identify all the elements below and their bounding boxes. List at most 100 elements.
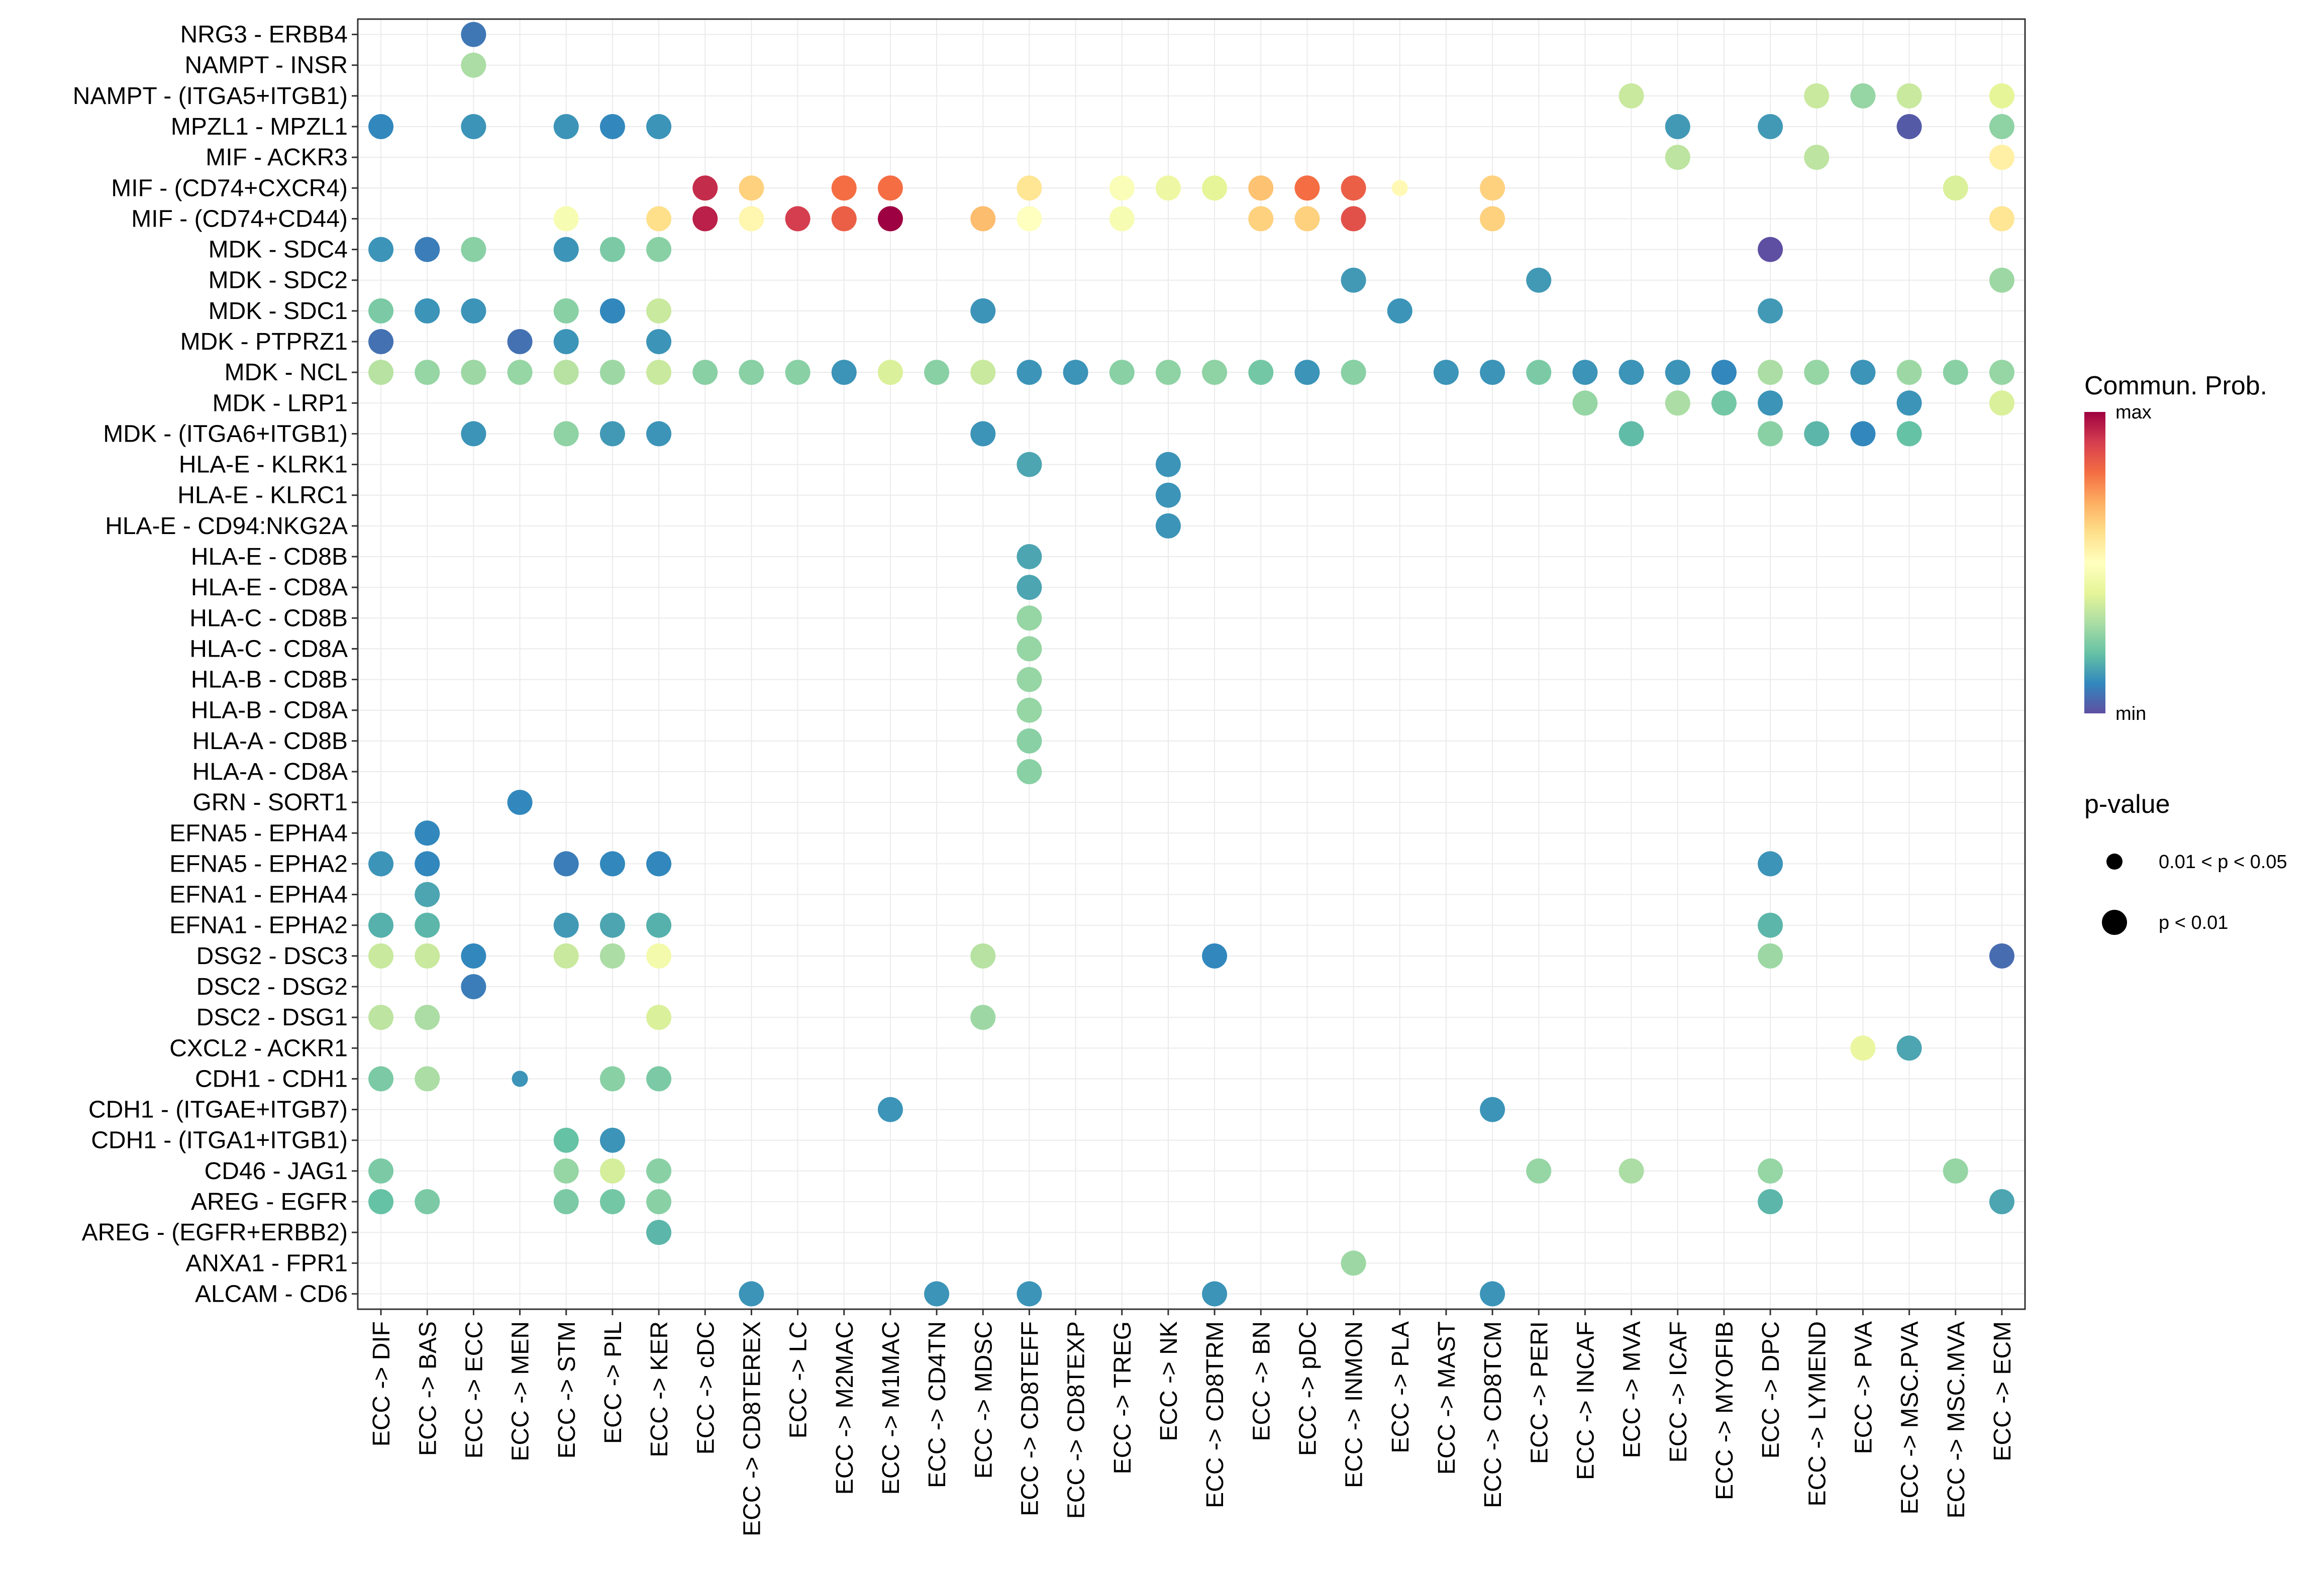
data-point bbox=[970, 1005, 996, 1030]
data-point bbox=[1896, 360, 1922, 385]
data-point bbox=[599, 851, 625, 877]
data-point bbox=[1109, 175, 1135, 201]
y-tick-label: CDH1 - CDH1 bbox=[195, 1066, 348, 1092]
legend: Commun. Prob. max min p-value 0.01 < p <… bbox=[2084, 371, 2287, 935]
data-point bbox=[1619, 421, 1644, 447]
y-tick-label: MDK - SDC4 bbox=[209, 237, 348, 263]
data-point bbox=[1387, 298, 1412, 324]
data-point bbox=[1804, 83, 1830, 109]
data-point bbox=[1017, 636, 1042, 662]
x-tick-label: ECC -> BAS bbox=[415, 1321, 441, 1456]
data-point bbox=[368, 912, 394, 938]
x-tick-label: ECC -> TREG bbox=[1109, 1321, 1136, 1474]
data-point bbox=[1619, 1158, 1644, 1184]
data-point bbox=[1989, 114, 2014, 139]
data-point bbox=[1341, 1250, 1366, 1276]
data-point bbox=[1989, 1189, 2014, 1214]
data-points bbox=[368, 22, 2014, 1307]
x-tick-label: ECC -> ICAF bbox=[1665, 1321, 1692, 1462]
data-point bbox=[368, 1005, 394, 1030]
data-point bbox=[1943, 1158, 1968, 1184]
data-point bbox=[1758, 421, 1783, 447]
y-tick-label: EFNA5 - EPHA4 bbox=[169, 820, 348, 847]
data-point bbox=[553, 1189, 579, 1214]
y-tick-label: NRG3 - ERBB4 bbox=[180, 22, 348, 48]
data-point bbox=[646, 1066, 672, 1092]
data-point bbox=[512, 1071, 528, 1087]
y-tick-label: GRN - SORT1 bbox=[193, 789, 348, 816]
data-point bbox=[415, 820, 440, 846]
data-point bbox=[1572, 390, 1598, 416]
data-point bbox=[692, 360, 718, 385]
y-tick-label: MIF - (CD74+CD44) bbox=[131, 205, 348, 232]
data-point bbox=[461, 943, 486, 969]
data-point bbox=[1572, 360, 1598, 385]
x-tick-label: ECC -> STM bbox=[554, 1321, 580, 1458]
data-point bbox=[415, 851, 440, 877]
data-point bbox=[599, 1127, 625, 1153]
data-point bbox=[646, 298, 672, 324]
data-point bbox=[1017, 728, 1042, 754]
x-tick-label: ECC -> ECM bbox=[1989, 1321, 2016, 1461]
x-tick-label: ECC -> MDSC bbox=[970, 1321, 997, 1478]
data-point bbox=[1896, 1035, 1922, 1061]
grid-lines bbox=[358, 19, 2025, 1309]
data-point bbox=[1155, 452, 1181, 477]
data-point bbox=[1850, 1035, 1876, 1061]
data-point bbox=[739, 360, 764, 385]
data-point bbox=[1391, 180, 1408, 196]
data-point bbox=[415, 1066, 440, 1092]
data-point bbox=[1989, 267, 2014, 293]
data-point bbox=[461, 237, 486, 262]
x-tick-label: ECC -> DPC bbox=[1758, 1321, 1784, 1458]
x-tick-label: ECC -> INMON bbox=[1341, 1321, 1368, 1488]
data-point bbox=[970, 206, 996, 232]
data-point bbox=[1758, 237, 1783, 262]
data-point bbox=[1017, 575, 1042, 600]
data-point bbox=[646, 1158, 672, 1184]
x-tick-label: ECC -> MAST bbox=[1434, 1321, 1460, 1474]
color-legend-min-label: min bbox=[2115, 703, 2146, 724]
y-tick-label: HLA-C - CD8A bbox=[189, 636, 348, 662]
x-tick-label: ECC -> M1MAC bbox=[878, 1321, 904, 1495]
data-point bbox=[924, 360, 950, 385]
x-tick-label: ECC -> MEN bbox=[508, 1321, 534, 1461]
data-point bbox=[1155, 175, 1181, 201]
x-tick-label: ECC -> INCAF bbox=[1572, 1321, 1599, 1480]
data-point bbox=[368, 943, 394, 969]
y-tick-label: HLA-B - CD8B bbox=[191, 667, 348, 693]
data-point bbox=[1850, 421, 1876, 447]
data-point bbox=[461, 360, 486, 385]
data-point bbox=[1480, 1281, 1505, 1307]
y-tick-label: MDK - LRP1 bbox=[213, 390, 348, 416]
data-point bbox=[1341, 175, 1366, 201]
data-point bbox=[1155, 513, 1181, 539]
data-point bbox=[1017, 667, 1042, 692]
data-point bbox=[646, 206, 672, 232]
data-point bbox=[415, 1189, 440, 1214]
size-legend-dot-large bbox=[2102, 910, 2127, 935]
data-point bbox=[507, 360, 533, 385]
data-point bbox=[415, 360, 440, 385]
x-tick-label: ECC -> MSC.MVA bbox=[1943, 1321, 1970, 1518]
y-tick-label: CDH1 - (ITGA1+ITGB1) bbox=[91, 1127, 348, 1154]
y-tick-label: HLA-A - CD8B bbox=[192, 728, 348, 755]
data-point bbox=[646, 114, 672, 139]
data-point bbox=[1758, 943, 1783, 969]
data-point bbox=[1758, 912, 1783, 938]
data-point bbox=[739, 1281, 764, 1307]
data-point bbox=[646, 421, 672, 447]
data-point bbox=[1526, 360, 1552, 385]
y-tick-label: MDK - (ITGA6+ITGB1) bbox=[103, 420, 348, 447]
data-point bbox=[1480, 175, 1505, 201]
data-point bbox=[1248, 360, 1274, 385]
size-legend-title: p-value bbox=[2084, 790, 2170, 819]
data-point bbox=[599, 1158, 625, 1184]
data-point bbox=[415, 1005, 440, 1030]
data-point bbox=[599, 943, 625, 969]
data-point bbox=[1480, 360, 1505, 385]
data-point bbox=[1202, 943, 1228, 969]
data-point bbox=[1063, 360, 1088, 385]
data-point bbox=[553, 329, 579, 354]
data-point bbox=[1017, 605, 1042, 631]
